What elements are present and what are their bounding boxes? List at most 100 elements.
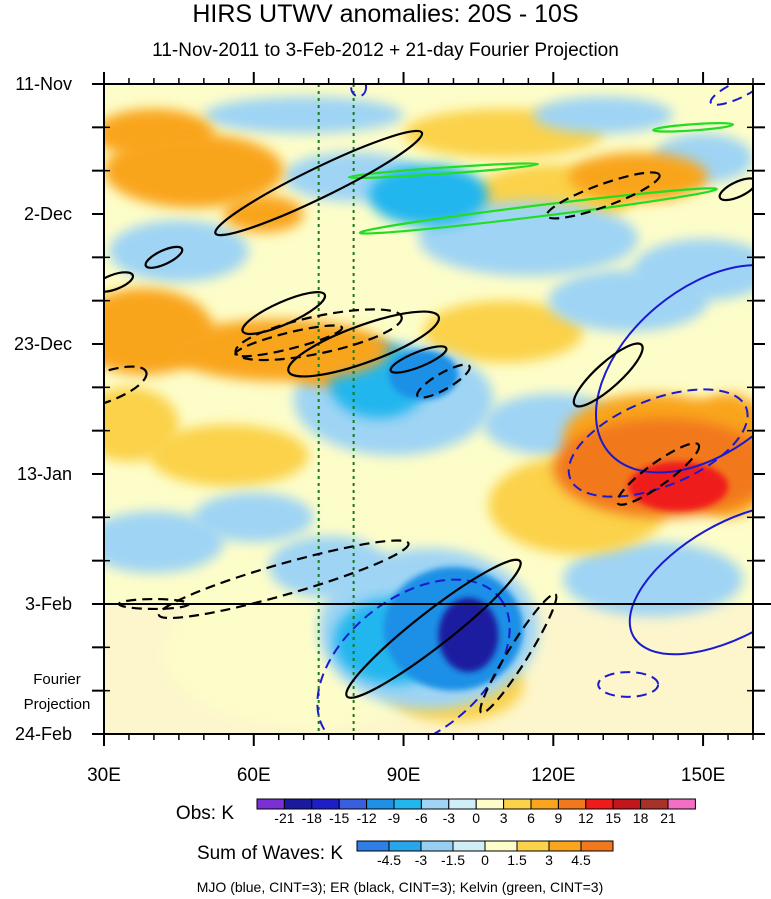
anomaly-blob: [368, 164, 489, 227]
kelvin-contour: [347, 162, 540, 180]
colorbar-box: [640, 798, 669, 810]
colorbar-box: [475, 798, 505, 810]
mjo-contour: [709, 84, 753, 106]
mjo-contour: [594, 264, 753, 474]
er-contour: [144, 245, 184, 269]
x-axis: 30E 60E 90E 120E 150E: [87, 72, 754, 786]
colorbar-box: [484, 840, 518, 852]
footnote: MJO (blue, CINT=3); ER (black, CINT=3); …: [197, 879, 604, 895]
anomaly-blob: [563, 542, 744, 617]
colorbar-label: Obs: K: [176, 803, 234, 824]
anomaly-blob: [423, 300, 584, 363]
colorbar-box: [448, 798, 477, 810]
colorbar-label: Sum of Waves: K: [197, 843, 343, 864]
colorbar-box: [585, 798, 614, 810]
colorbar-box: [548, 840, 582, 852]
er-contour: [616, 442, 701, 506]
mjo-contour: [597, 671, 660, 698]
er-contour: [104, 271, 135, 293]
colorbar-box: [612, 798, 642, 810]
anomaly-blob: [418, 201, 639, 276]
obs-colorbar: Obs: K -21 -18 -15 -12 -9 -6 -3 0 3 6 9 12 15 18 21: [176, 798, 696, 826]
er-contour: [572, 342, 644, 408]
anomaly-blob: [108, 220, 249, 283]
colorbar-box: [393, 798, 422, 810]
er-contour: [389, 345, 448, 374]
mjo-contour: [316, 578, 511, 734]
chart-subtitle: 11-Nov-2011 to 3-Feb-2012 + 21-day Fouri…: [152, 40, 619, 61]
anomaly-blob: [568, 152, 709, 202]
mjo-contour: [628, 503, 753, 656]
colorbar-level: -12: [356, 810, 376, 826]
x-tick-label: 60E: [237, 765, 271, 786]
er-contour: [287, 310, 441, 378]
projection-label-line: Projection: [24, 696, 91, 713]
colorbar-box: [356, 840, 390, 852]
y-tick-label: 2-Dec: [24, 204, 72, 224]
colorbar-level: 3: [545, 852, 553, 868]
colorbar-level: -1.5: [441, 852, 465, 868]
mjo-contour: [567, 388, 749, 498]
anomaly-blob: [104, 511, 224, 574]
y-tick-label: 23-Dec: [14, 334, 72, 354]
colorbar-box: [420, 840, 454, 852]
colorbar-level: 0: [481, 852, 489, 868]
colorbar-level: -6: [415, 810, 428, 826]
y-tick-label: 3-Feb: [25, 594, 72, 614]
x-tick-label: 30E: [87, 765, 121, 786]
er-contour: [479, 592, 558, 715]
chart-title: HIRS UTWV anomalies: 20S - 10S: [192, 0, 579, 28]
colorbar-box: [283, 798, 313, 810]
er-contour: [157, 539, 410, 620]
anomaly-blob: [533, 96, 674, 134]
colorbar-box: [530, 798, 559, 810]
colorbar-level: 9: [555, 810, 563, 826]
projection-label-line: Fourier: [33, 671, 81, 688]
colorbar-level: -9: [388, 810, 401, 826]
x-tick-label: 150E: [681, 765, 725, 786]
colorbar-box: [580, 840, 614, 852]
y-tick-label: 11-Nov: [15, 74, 72, 94]
anomaly-blob: [104, 133, 284, 208]
kelvin-contour: [652, 122, 735, 133]
colorbar-box: [338, 798, 368, 810]
waves-colorbar: Sum of Waves: K -4.5 -3 -1.5 0 1.5 3 4.5: [197, 840, 614, 868]
anomaly-blob: [388, 350, 459, 400]
er-contour: [718, 177, 753, 202]
colorbar-level: 6: [527, 810, 535, 826]
er-contour: [104, 365, 148, 410]
colorbar-level: 1.5: [507, 852, 527, 868]
colorbar-level: -4.5: [377, 852, 401, 868]
colorbar-box: [420, 798, 450, 810]
anomaly-blob: [203, 96, 404, 134]
kelvin-contour: [358, 187, 718, 235]
anomaly-blob: [193, 492, 314, 543]
colorbar-level: 12: [578, 810, 594, 826]
reference-lines: [317, 84, 355, 734]
colorbar-level: 15: [605, 810, 621, 826]
anomaly-blob: [633, 238, 753, 301]
colorbar-level: 18: [633, 810, 649, 826]
er-contour: [214, 129, 424, 237]
colorbar-level: -18: [302, 810, 322, 826]
colorbar-level: 0: [472, 810, 480, 826]
colorbar-level: 21: [660, 810, 676, 826]
er-contour: [234, 324, 344, 358]
colorbar-box: [557, 798, 587, 810]
anomaly-blob: [628, 461, 729, 512]
y-tick-label: 13-Jan: [17, 464, 72, 484]
y-axis: 11-Nov 2-Dec 23-Dec 13-Jan 3-Feb 24-Feb: [14, 74, 765, 744]
colorbar-level: -21: [274, 810, 294, 826]
colorbar-box: [667, 798, 696, 810]
colorbar-box: [256, 798, 285, 810]
colorbar-level: 4.5: [571, 852, 591, 868]
anomaly-blob: [168, 319, 389, 382]
colorbar-box: [366, 798, 395, 810]
anomaly-blob: [148, 424, 309, 487]
x-tick-label: 90E: [387, 765, 421, 786]
anomaly-field: [104, 96, 753, 728]
y-tick-label: 24-Feb: [15, 724, 72, 744]
colorbar-box: [388, 840, 422, 852]
anomaly-blob: [438, 597, 499, 673]
